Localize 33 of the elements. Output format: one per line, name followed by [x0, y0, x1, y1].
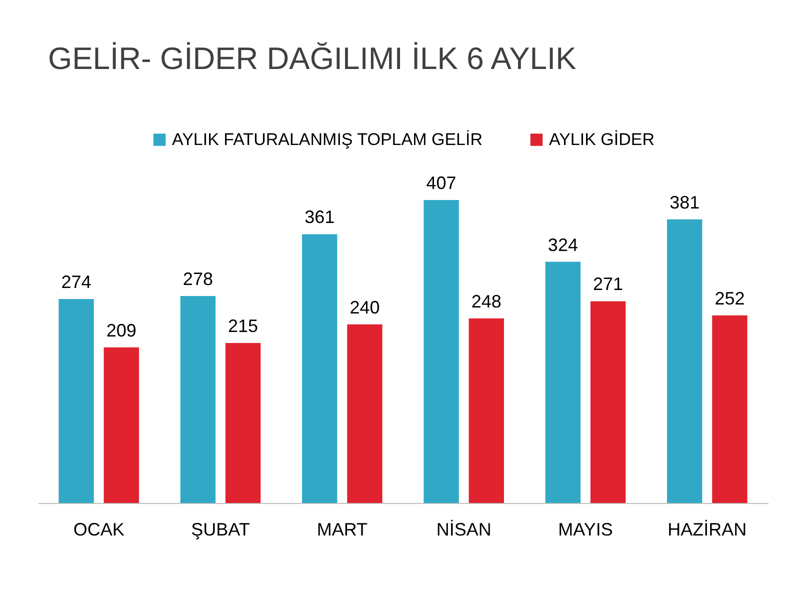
- data-label: 215: [228, 316, 258, 336]
- bar: [545, 262, 581, 503]
- bar: [468, 318, 504, 503]
- bar: [225, 342, 261, 503]
- legend-label: AYLIK FATURALANMIŞ TOPLAM GELİR: [172, 130, 482, 149]
- data-label: 274: [61, 272, 92, 292]
- data-label: 248: [471, 291, 502, 312]
- data-label: 278: [182, 269, 213, 290]
- bar: [180, 296, 216, 503]
- data-label: 361: [304, 207, 335, 228]
- chart-title: GELİR- GİDER DAĞILIMI İLK 6 AYLIK: [48, 41, 577, 76]
- bar: [590, 301, 626, 503]
- x-tick-label: OCAK: [73, 520, 124, 540]
- bar: [424, 200, 459, 503]
- data-label: 407: [426, 173, 456, 193]
- x-tick-label: HAZİRAN: [668, 520, 747, 540]
- x-tick-label: MART: [316, 520, 368, 540]
- bar: [667, 219, 702, 503]
- bar: [347, 324, 382, 503]
- bar: [712, 315, 748, 503]
- data-label: 271: [593, 274, 624, 294]
- data-label: 252: [714, 288, 745, 308]
- x-tick-label: MAYIS: [558, 520, 613, 540]
- bar: [58, 299, 94, 503]
- data-label: 240: [350, 297, 380, 318]
- bar: [104, 347, 139, 503]
- data-label: 381: [670, 192, 700, 212]
- legend-label: AYLIK GİDER: [549, 130, 654, 149]
- data-label: 324: [548, 234, 578, 255]
- x-tick-label: NİSAN: [436, 520, 492, 540]
- x-tick-label: ŞUBAT: [191, 520, 250, 540]
- bar: [302, 234, 338, 503]
- data-label: 209: [106, 320, 136, 340]
